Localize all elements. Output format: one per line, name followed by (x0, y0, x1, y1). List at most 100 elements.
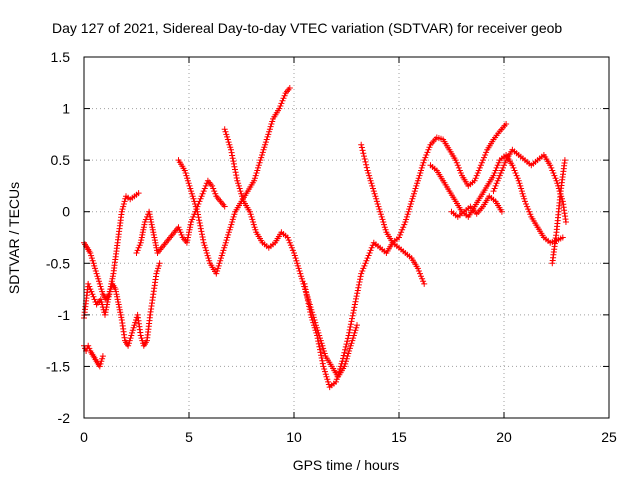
y-tick-label: 0 (62, 204, 70, 220)
data-point-marker (477, 185, 489, 200)
data-point-marker (341, 345, 353, 370)
data-point-marker (96, 280, 106, 295)
data-point-marker (484, 138, 496, 153)
data-point-marker (175, 224, 185, 238)
data-point-marker (118, 317, 128, 341)
data-point-marker (452, 157, 464, 176)
data-point-marker (448, 208, 459, 219)
data-point-marker (471, 195, 483, 210)
data-point-marker (259, 239, 270, 250)
y-tick-label: -0.5 (46, 255, 70, 271)
plot-frame (83, 56, 610, 419)
data-point-marker (204, 177, 214, 188)
data-point-marker (440, 136, 452, 151)
data-point-marker (414, 265, 427, 285)
series-track-5 (175, 84, 293, 277)
data-point-marker (461, 205, 472, 215)
data-point-marker (540, 152, 552, 167)
data-point-marker (150, 273, 159, 298)
data-point-marker (559, 234, 566, 241)
data-point-marker (131, 191, 140, 200)
data-point-marker (194, 208, 207, 243)
data-point-marker (234, 177, 246, 202)
data-point-marker (471, 164, 483, 184)
data-point-marker (347, 324, 360, 349)
data-point-marker (509, 162, 521, 182)
data-point-marker (188, 211, 198, 225)
data-point-marker (358, 257, 370, 277)
data-point-marker (370, 239, 381, 250)
data-point-marker (118, 195, 129, 215)
data-point-marker (540, 234, 552, 244)
data-point-marker (209, 182, 219, 197)
x-tick-label: 5 (185, 429, 193, 445)
series-track-line (223, 128, 358, 379)
data-point-marker (498, 208, 505, 215)
data-point-marker (503, 121, 510, 128)
y-tick-label: 0.5 (51, 152, 71, 168)
data-point-marker (534, 224, 546, 239)
data-point-marker (154, 246, 164, 256)
data-point-marker (452, 198, 464, 213)
data-point-marker (263, 118, 276, 143)
data-point-marker (253, 229, 265, 244)
data-point-marker (490, 159, 502, 179)
data-point-marker (320, 363, 332, 388)
data-point-marker (286, 84, 293, 91)
data-series (81, 84, 569, 391)
data-point-marker (496, 153, 507, 164)
data-point-marker (291, 250, 303, 274)
data-point-marker (213, 193, 223, 203)
data-point-marker (257, 139, 269, 164)
data-point-marker (561, 157, 568, 164)
data-point-marker (123, 193, 132, 201)
data-point-marker (200, 239, 213, 264)
data-point-marker (96, 355, 106, 370)
data-point-marker (89, 291, 99, 305)
series-track-10 (490, 146, 569, 226)
data-point-marker (188, 188, 200, 213)
data-point-marker (396, 244, 407, 255)
data-point-marker (128, 324, 137, 339)
data-point-marker (559, 198, 569, 223)
data-point-marker (377, 208, 389, 233)
series-track-4 (133, 177, 228, 256)
data-point-marker (110, 242, 121, 277)
data-point-marker (137, 332, 147, 347)
data-point-marker (477, 149, 490, 169)
data-point-marker (522, 198, 534, 218)
data-point-marker (158, 241, 168, 251)
series-track-6 (221, 126, 360, 380)
data-point-marker (402, 250, 413, 260)
data-point-marker (322, 353, 334, 368)
series-track-3 (81, 342, 106, 370)
data-point-marker (87, 348, 96, 358)
data-point-marker (167, 231, 176, 241)
data-point-marker (90, 260, 99, 274)
y-axis-label: SDTVAR / TECUs (6, 182, 22, 294)
data-point-marker (85, 342, 93, 352)
data-point-marker (270, 107, 281, 122)
data-point-marker (221, 126, 234, 151)
data-point-marker (446, 146, 458, 162)
data-point-marker (93, 298, 103, 308)
data-point-marker (265, 241, 276, 251)
series-track-8 (358, 121, 510, 246)
x-tick-label: 0 (80, 429, 88, 445)
data-point-marker (147, 294, 156, 318)
data-point-marker (225, 211, 238, 236)
data-point-marker (358, 141, 370, 171)
axis-ticks: 0 5 10 15 20 25 -2 -1.5 -1 -0.5 0 0.5 1 1.5 (46, 49, 617, 445)
data-point-marker (93, 270, 102, 285)
data-point-marker (232, 200, 244, 215)
data-point-marker (122, 337, 130, 348)
data-point-marker (103, 292, 112, 303)
data-point-marker (115, 301, 125, 321)
series-track-7 (301, 239, 428, 391)
data-point-marker (93, 358, 102, 368)
data-point-marker (562, 219, 569, 226)
data-point-marker (282, 86, 292, 97)
data-point-marker (383, 241, 395, 256)
data-point-marker (427, 136, 439, 148)
data-point-marker (433, 167, 445, 182)
